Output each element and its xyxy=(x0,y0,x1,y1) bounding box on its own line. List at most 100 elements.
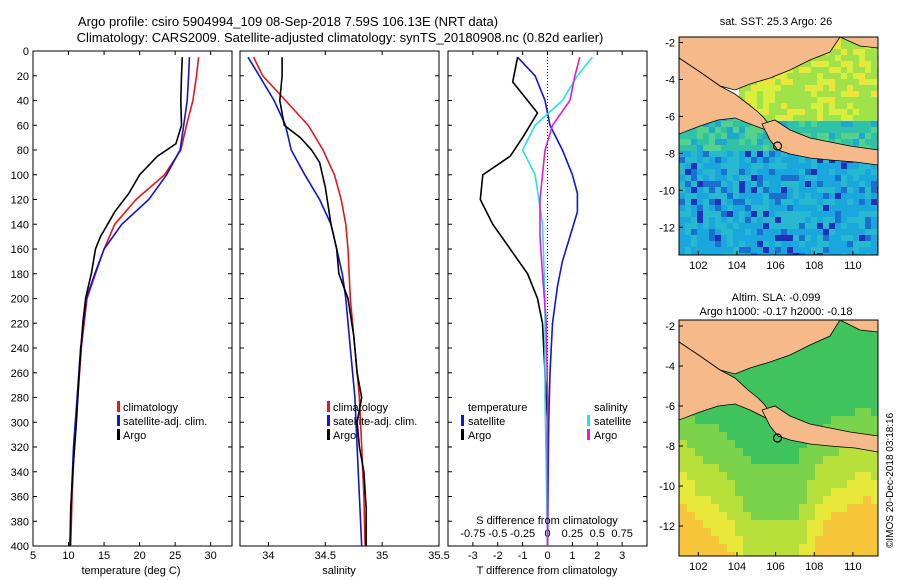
sst-cell xyxy=(739,133,745,139)
sst-cell xyxy=(871,253,877,255)
sla-cell xyxy=(791,504,799,512)
sst-cell xyxy=(823,199,829,205)
sst-cell xyxy=(871,121,877,127)
sla-cell xyxy=(831,496,839,504)
sla-cell xyxy=(735,528,743,536)
sst-cell xyxy=(751,193,757,199)
sla-cell xyxy=(799,544,807,552)
sst-cell xyxy=(697,139,703,145)
sla-cell xyxy=(783,456,791,464)
x-tick-label: 3 xyxy=(619,550,625,562)
sst-cell xyxy=(739,91,745,97)
sla-cell xyxy=(735,456,743,464)
sla-cell xyxy=(719,408,727,416)
sst-cell xyxy=(823,235,829,241)
sst-cell xyxy=(853,169,859,175)
sla-cell xyxy=(711,512,719,520)
sla-cell xyxy=(839,552,847,556)
sla-cell xyxy=(823,480,831,488)
sla-cell xyxy=(807,480,815,488)
sla-cell xyxy=(695,528,703,536)
series-satellite xyxy=(517,56,579,547)
sla-cell xyxy=(839,520,847,528)
sst-cell xyxy=(751,103,757,109)
sst-cell xyxy=(811,109,817,115)
sla-cell xyxy=(727,528,735,536)
sla-cell xyxy=(767,440,775,448)
y-tick-label: 180 xyxy=(11,269,29,281)
sla-map xyxy=(679,320,878,556)
sla-cell xyxy=(711,520,719,528)
sst-cell xyxy=(859,235,865,241)
sla-cell xyxy=(727,456,735,464)
sla-cell xyxy=(799,368,807,376)
sst-cell xyxy=(727,169,733,175)
sla-cell xyxy=(807,344,815,352)
sla-cell xyxy=(687,512,695,520)
sst-cell xyxy=(787,91,793,97)
sla-cell xyxy=(807,552,815,556)
sla-cell xyxy=(767,544,775,552)
sla-cell xyxy=(759,384,767,392)
sst-cell xyxy=(805,217,811,223)
sst-cell xyxy=(853,229,859,235)
series-satellite xyxy=(521,56,593,547)
sst-land-java xyxy=(761,119,878,166)
sst-cell xyxy=(697,181,703,187)
sla-cell xyxy=(855,544,863,552)
sst-cell xyxy=(811,247,817,253)
sla-cell xyxy=(799,496,807,504)
sst-cell xyxy=(787,235,793,241)
x-tick-label: 15 xyxy=(98,550,110,562)
sst-cell xyxy=(811,205,817,211)
sst-cell xyxy=(835,205,841,211)
sst-cell xyxy=(871,211,877,217)
sst-cell xyxy=(871,67,877,73)
sst-cell xyxy=(751,253,757,255)
sla-cell xyxy=(807,368,815,376)
sla-cell xyxy=(807,400,815,408)
sst-cell xyxy=(745,97,751,103)
sst-cell xyxy=(703,133,709,139)
sla-cell xyxy=(791,400,799,408)
sst-cell xyxy=(805,79,811,85)
sst-cell xyxy=(775,205,781,211)
sst-cell xyxy=(745,175,751,181)
sla-cell xyxy=(687,440,695,448)
sst-cell xyxy=(727,193,733,199)
sst-cell xyxy=(781,79,787,85)
sst-cell xyxy=(823,253,829,255)
sla-cell xyxy=(719,528,727,536)
sst-cell xyxy=(775,169,781,175)
sst-cell xyxy=(847,223,853,229)
sst-cell xyxy=(727,205,733,211)
sst-cell xyxy=(709,175,715,181)
sst-cell xyxy=(859,199,865,205)
sst-cell xyxy=(751,217,757,223)
map-x-tick-label: 106 xyxy=(766,260,784,272)
sst-cell xyxy=(841,139,847,145)
sst-cell xyxy=(871,61,877,67)
sst-cell xyxy=(805,193,811,199)
sst-cell xyxy=(853,43,859,49)
sst-cell xyxy=(793,253,799,255)
sla-cell xyxy=(871,360,878,368)
sst-cell xyxy=(841,247,847,253)
salinity-legend: climatology satellite-adj. clim. Argo xyxy=(327,401,417,442)
sst-cell xyxy=(679,223,685,229)
sst-cell xyxy=(817,103,823,109)
sla-cell xyxy=(711,416,719,424)
sla-cell xyxy=(831,528,839,536)
x-tick-label: 35 xyxy=(376,550,388,562)
sst-cell xyxy=(697,205,703,211)
sst-cell xyxy=(703,247,709,253)
sst-cell xyxy=(733,175,739,181)
sst-cell xyxy=(691,205,697,211)
sst-cell xyxy=(763,109,769,115)
sla-cell xyxy=(695,504,703,512)
sst-cell xyxy=(733,247,739,253)
sla-cell xyxy=(735,536,743,544)
sla-cell xyxy=(759,392,767,400)
sla-cell xyxy=(799,552,807,556)
sst-cell xyxy=(739,241,745,247)
